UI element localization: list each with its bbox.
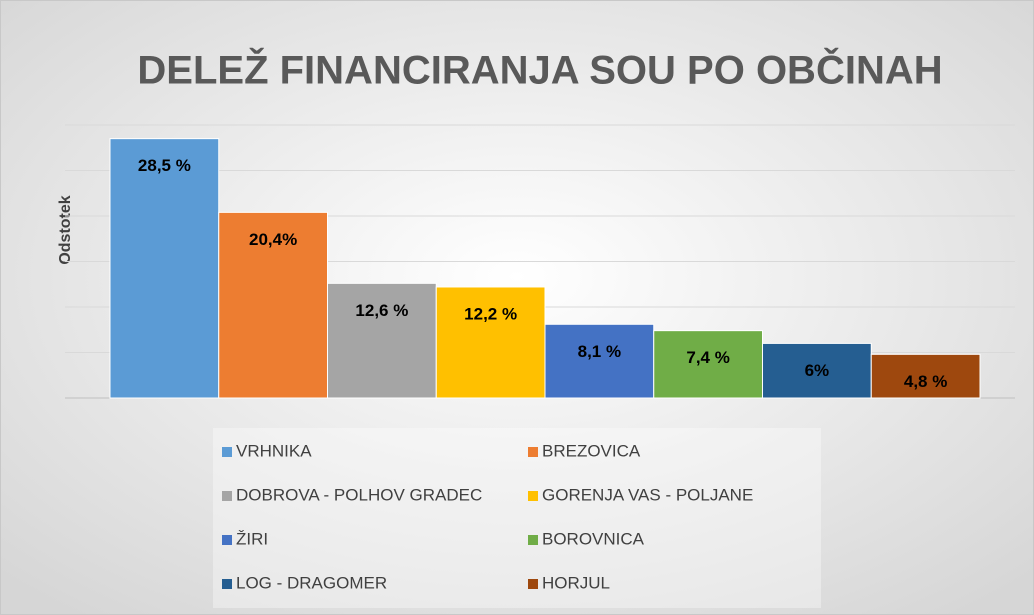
legend-swatch xyxy=(222,447,232,457)
legend-swatch xyxy=(528,535,538,545)
bar xyxy=(653,330,763,399)
bar xyxy=(218,211,328,399)
legend-box xyxy=(213,428,821,608)
data-label: 7,4 % xyxy=(686,348,729,367)
bar xyxy=(870,353,981,399)
bar xyxy=(762,342,872,399)
legend-label: BOROVNICA xyxy=(542,529,645,548)
data-label: 4,8 % xyxy=(904,372,947,391)
data-label: 20,4% xyxy=(249,230,297,249)
legend-swatch xyxy=(528,447,538,457)
legend-label: BREZOVICA xyxy=(542,441,641,460)
data-label: 6% xyxy=(805,361,830,380)
legend-swatch xyxy=(528,579,538,589)
data-label: 12,6 % xyxy=(355,301,408,320)
y-axis-label: Odstotek xyxy=(57,195,74,264)
legend-swatch xyxy=(222,491,232,501)
data-label: 12,2 % xyxy=(464,304,517,323)
legend-label: DOBROVA - POLHOV GRADEC xyxy=(236,485,482,504)
bar xyxy=(327,282,437,399)
legend-swatch xyxy=(222,535,232,545)
bar xyxy=(435,286,546,399)
data-label: 8,1 % xyxy=(578,342,621,361)
chart-title: DELEŽ FINANCIRANJA SOU PO OBČINAH xyxy=(137,47,942,93)
legend-label: ŽIRI xyxy=(236,529,268,548)
legend-label: VRHNIKA xyxy=(236,441,312,460)
bar xyxy=(544,323,655,399)
legend-label: LOG - DRAGOMER xyxy=(236,573,387,592)
legend-label: GORENJA VAS - POLJANE xyxy=(542,485,753,504)
legend-swatch xyxy=(222,579,232,589)
data-label: 28,5 % xyxy=(138,156,191,175)
bar xyxy=(109,138,220,399)
legend-swatch xyxy=(528,491,538,501)
legend-label: HORJUL xyxy=(542,573,610,592)
